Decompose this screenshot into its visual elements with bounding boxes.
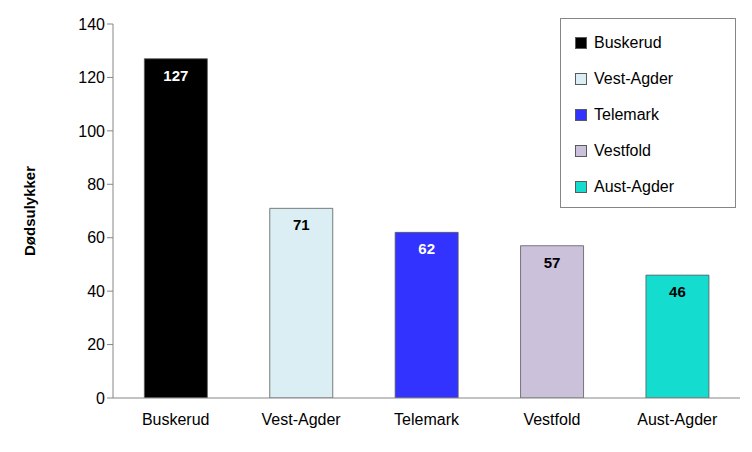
svg-text:62: 62 [418, 240, 435, 257]
svg-text:120: 120 [78, 69, 105, 86]
html-text:Vestfold: Vestfold [594, 142, 651, 159]
svg-text:Aust-Agder: Aust-Agder [637, 411, 718, 428]
svg-text:Vestfold: Vestfold [523, 411, 580, 428]
svg-text:46: 46 [669, 283, 686, 300]
svg-text:40: 40 [87, 283, 105, 300]
svg-text:Dødsulykker: Dødsulykker [21, 166, 38, 256]
svg-text:20: 20 [87, 336, 105, 353]
html-text:Vest-Agder: Vest-Agder [594, 70, 674, 87]
svg-text:57: 57 [544, 254, 561, 271]
svg-text:140: 140 [78, 16, 105, 33]
svg-text:127: 127 [163, 67, 188, 84]
html-text:Aust-Agder: Aust-Agder [594, 178, 674, 195]
svg-text:Vest-Agder: Vest-Agder [262, 411, 342, 428]
html-text:Buskerud: Buskerud [594, 34, 662, 51]
svg-text:100: 100 [78, 123, 105, 140]
html-text:Telemark: Telemark [594, 106, 659, 123]
svg-text:80: 80 [87, 176, 105, 193]
svg-text:Buskerud: Buskerud [142, 411, 210, 428]
svg-text:71: 71 [293, 216, 310, 233]
svg-text:Telemark: Telemark [394, 411, 460, 428]
svg-text:0: 0 [96, 390, 105, 407]
svg-text:60: 60 [87, 229, 105, 246]
